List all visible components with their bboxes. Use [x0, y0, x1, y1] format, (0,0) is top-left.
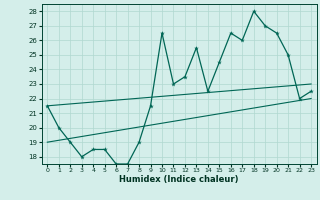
X-axis label: Humidex (Indice chaleur): Humidex (Indice chaleur)	[119, 175, 239, 184]
